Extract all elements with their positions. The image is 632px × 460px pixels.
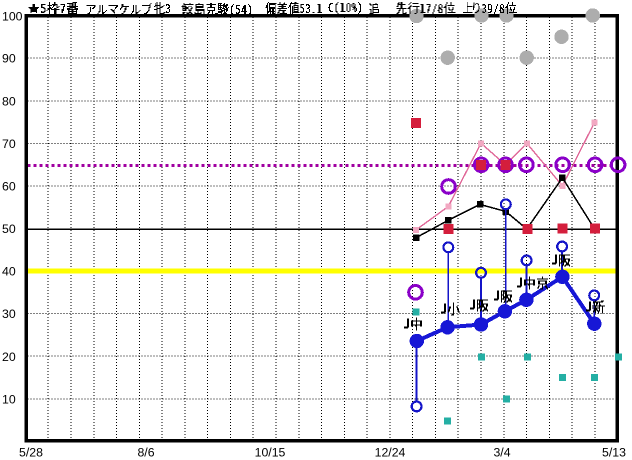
svg-text:3/4: 3/4 [493,446,510,460]
svg-text:30: 30 [2,307,16,321]
svg-text:60: 60 [2,179,16,193]
svg-text:70: 70 [2,137,16,151]
svg-text:5/13: 5/13 [602,446,626,460]
svg-text:50: 50 [2,222,16,236]
svg-text:5/28: 5/28 [19,446,43,460]
svg-text:100: 100 [2,10,23,24]
svg-text:90: 90 [2,52,16,66]
svg-text:12/24: 12/24 [375,446,406,460]
svg-text:10: 10 [2,392,16,406]
svg-text:10/15: 10/15 [255,446,286,460]
svg-text:40: 40 [2,265,16,279]
svg-text:8/6: 8/6 [137,446,154,460]
svg-text:20: 20 [2,350,16,364]
svg-text:80: 80 [2,94,16,108]
